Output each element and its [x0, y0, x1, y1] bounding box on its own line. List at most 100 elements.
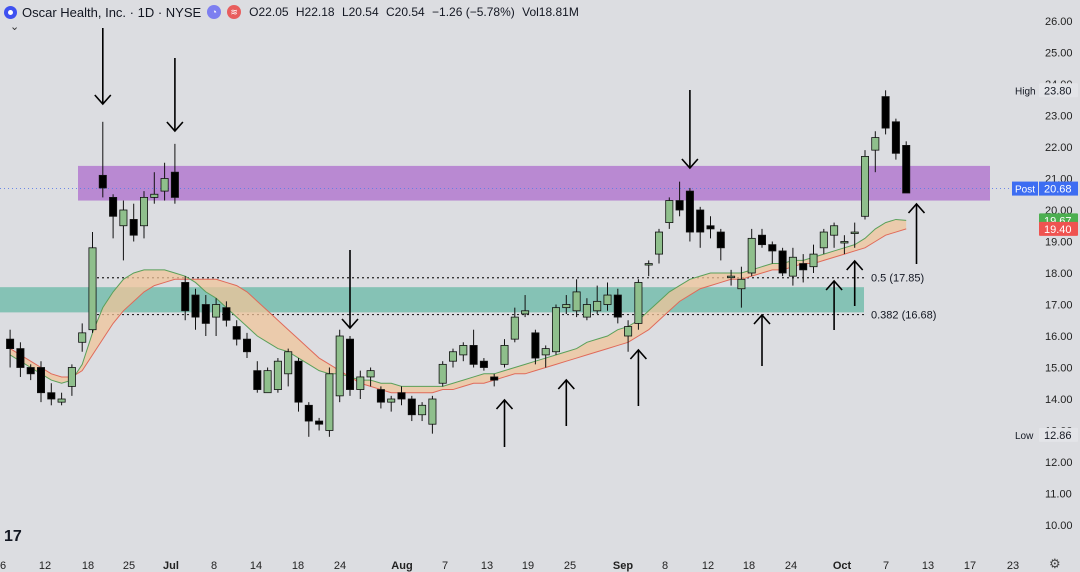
candle-body[interactable]: [778, 250, 787, 274]
candle-body[interactable]: [521, 310, 530, 315]
candle-body[interactable]: [407, 398, 416, 416]
candle-body[interactable]: [191, 294, 200, 318]
candle-body[interactable]: [284, 351, 293, 375]
x-tick-label: Oct: [833, 560, 852, 572]
candle-body[interactable]: [706, 225, 715, 230]
candle-body[interactable]: [582, 304, 591, 318]
candle-body[interactable]: [387, 398, 396, 403]
candle-body[interactable]: [510, 316, 519, 340]
candle-body[interactable]: [253, 370, 262, 390]
candle-body[interactable]: [418, 404, 427, 416]
candle-body[interactable]: [57, 398, 66, 403]
wave-icon[interactable]: ≋: [227, 5, 242, 19]
candle-body[interactable]: [552, 307, 561, 353]
candle-body[interactable]: [335, 335, 344, 397]
y-tick-label: 10.00: [1045, 520, 1073, 532]
candle-body[interactable]: [273, 360, 282, 390]
candle-body[interactable]: [737, 278, 746, 290]
candle-body[interactable]: [644, 263, 653, 266]
candle-body[interactable]: [170, 171, 179, 198]
candle-body[interactable]: [356, 376, 365, 390]
candle-body[interactable]: [727, 275, 736, 279]
candle-body[interactable]: [768, 244, 777, 252]
candle-body[interactable]: [603, 294, 612, 305]
candle-body[interactable]: [47, 392, 56, 400]
candle-body[interactable]: [37, 367, 46, 394]
candle-body[interactable]: [685, 190, 694, 233]
candle-body[interactable]: [758, 234, 767, 246]
chevron-down-icon[interactable]: ⌄: [10, 21, 20, 33]
candle-body[interactable]: [479, 360, 488, 368]
candle-body[interactable]: [263, 370, 272, 394]
candle-body[interactable]: [541, 348, 550, 356]
candle-body[interactable]: [397, 392, 406, 400]
candle-body[interactable]: [830, 225, 839, 236]
candle-body[interactable]: [850, 231, 859, 234]
candle-body[interactable]: [881, 96, 890, 129]
candle-body[interactable]: [109, 196, 118, 217]
tradingview-logo-icon[interactable]: 17: [4, 528, 22, 545]
candle-body[interactable]: [634, 282, 643, 324]
candle-body[interactable]: [366, 370, 375, 378]
candle-body[interactable]: [902, 145, 911, 194]
candle-body[interactable]: [78, 332, 87, 343]
candle-body[interactable]: [376, 389, 385, 403]
candle-body[interactable]: [665, 200, 674, 224]
candle-body[interactable]: [201, 304, 210, 324]
y-tick-label: 19.00: [1045, 237, 1073, 249]
candle-body[interactable]: [181, 282, 190, 312]
candle-body[interactable]: [655, 231, 664, 255]
candle-body[interactable]: [232, 326, 241, 340]
candle-body[interactable]: [613, 294, 622, 318]
candle-body[interactable]: [150, 193, 159, 198]
candle-body[interactable]: [315, 420, 324, 425]
candle-body[interactable]: [572, 291, 581, 312]
candle-body[interactable]: [469, 345, 478, 365]
candle-body[interactable]: [490, 376, 499, 381]
candle-body[interactable]: [459, 345, 468, 356]
candle-body[interactable]: [345, 338, 354, 390]
candle-body[interactable]: [819, 231, 828, 249]
candle-body[interactable]: [448, 351, 457, 362]
candle-body[interactable]: [294, 360, 303, 403]
candle-body[interactable]: [624, 326, 633, 337]
candle-body[interactable]: [799, 263, 808, 271]
candle-body[interactable]: [67, 367, 76, 387]
candle-body[interactable]: [242, 338, 251, 353]
candle-body[interactable]: [531, 332, 540, 359]
candle-body[interactable]: [6, 338, 15, 349]
candle-body[interactable]: [788, 256, 797, 277]
candle-body[interactable]: [696, 209, 705, 233]
candle-body[interactable]: [119, 209, 128, 227]
candle-body[interactable]: [212, 304, 221, 318]
candle-body[interactable]: [840, 241, 849, 244]
candle-body[interactable]: [139, 196, 148, 227]
candle-body[interactable]: [675, 200, 684, 211]
candle-body[interactable]: [160, 178, 169, 192]
candle-body[interactable]: [304, 404, 313, 422]
candle-body[interactable]: [98, 174, 107, 189]
candle-body[interactable]: [16, 348, 25, 368]
candle-body[interactable]: [861, 156, 870, 217]
gear-icon[interactable]: ⚙: [1049, 556, 1061, 571]
clock-icon[interactable]: ◔: [207, 5, 222, 19]
candle-body[interactable]: [871, 137, 880, 151]
candle-body[interactable]: [562, 304, 571, 309]
candle-body[interactable]: [222, 307, 231, 321]
candle-body[interactable]: [809, 253, 818, 268]
candle-body[interactable]: [716, 231, 725, 249]
x-tick-label: 8: [211, 560, 217, 572]
candle-body[interactable]: [593, 300, 602, 312]
candle-body[interactable]: [129, 219, 138, 236]
candle-body[interactable]: [500, 345, 509, 365]
candle-body[interactable]: [428, 398, 437, 425]
symbol-title[interactable]: Oscar Health, Inc. · 1D · NYSE: [22, 4, 202, 20]
candle-body[interactable]: [891, 121, 900, 154]
candle-body[interactable]: [325, 373, 334, 431]
candle-body[interactable]: [438, 363, 447, 384]
candle-body[interactable]: [747, 237, 756, 274]
y-tick-label: 12.00: [1045, 457, 1073, 469]
candle-body[interactable]: [26, 367, 35, 375]
candle-body[interactable]: [88, 247, 97, 331]
